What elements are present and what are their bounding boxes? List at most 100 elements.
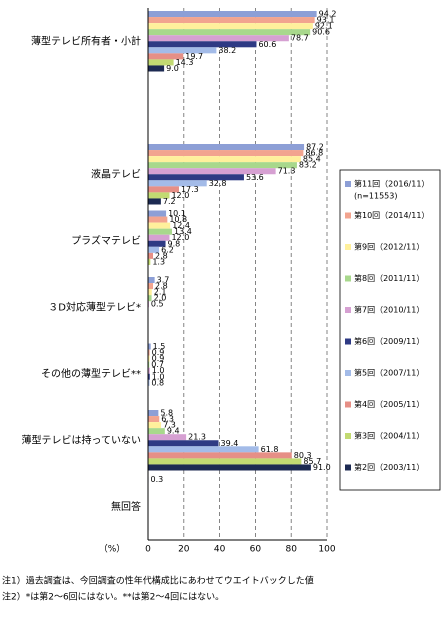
legend-marker: [345, 464, 351, 471]
value-label: 17.3: [181, 185, 199, 194]
x-tick-label: 60: [250, 545, 262, 555]
bar: [148, 186, 179, 193]
value-label: 80.3: [294, 451, 312, 460]
legend-label: 第2回（2003/11）: [354, 462, 424, 472]
bar: [148, 59, 174, 66]
bar: [148, 47, 217, 54]
value-label: 0.5: [151, 300, 164, 309]
legend-box: [339, 169, 441, 491]
bar: [148, 144, 305, 151]
x-tick-label: 0: [145, 545, 151, 555]
legend-label: 第5回（2007/11）: [354, 368, 424, 378]
category-label: 薄型テレビ所有者・小計: [31, 34, 141, 47]
x-tick-label: 100: [318, 545, 335, 555]
bar: [148, 283, 154, 290]
legend-marker: [345, 181, 351, 187]
legend-marker: [345, 244, 351, 250]
value-label: 12.0: [171, 233, 189, 242]
value-label: 60.6: [258, 40, 276, 49]
value-label: 94.2: [319, 10, 337, 19]
value-label: 1.0: [152, 372, 165, 381]
value-label: 12.4: [172, 221, 190, 230]
bar: [148, 422, 162, 429]
bar: [148, 295, 152, 302]
category-label: 薄型テレビは持っていない: [22, 433, 142, 446]
bar: [148, 343, 151, 350]
bar: [148, 174, 244, 181]
bar: [148, 180, 207, 187]
category-label: 無回答: [111, 500, 141, 513]
x-tick-label: 20: [178, 545, 190, 555]
bar: [148, 277, 155, 284]
value-label: 19.7: [185, 52, 203, 61]
bar: [148, 234, 170, 241]
value-label: 91.0: [313, 463, 331, 472]
bar: [148, 289, 152, 296]
bar: [148, 41, 257, 48]
bar: [148, 428, 165, 435]
bar: [148, 210, 167, 217]
value-label: 38.2: [218, 46, 236, 55]
value-label: 0.7: [151, 360, 164, 369]
legend-label: 第3回（2004/11）: [354, 431, 424, 441]
value-label: 1.3: [152, 257, 165, 266]
value-label: 14.3: [176, 58, 194, 67]
bar: [148, 65, 165, 72]
value-label: 1.0: [152, 366, 165, 375]
bar: [148, 452, 292, 459]
bar: [148, 216, 168, 223]
value-label: 2.8: [155, 282, 168, 291]
legend-label: 第7回（2010/11）: [354, 305, 424, 315]
bar: [148, 361, 150, 368]
legend-label: 第9回（2012/11）: [354, 242, 424, 252]
value-label: 90.6: [312, 28, 330, 37]
bar: [148, 246, 160, 253]
legend-note: (n=11553): [354, 192, 397, 201]
note: 注1）過去調査は、今回調査の性年代構成比にあわせてウエイトバックした値: [2, 575, 314, 587]
bar: [148, 228, 172, 235]
bar: [148, 440, 219, 447]
bar: [148, 258, 151, 265]
bar: [148, 168, 276, 175]
value-label: 1.5: [153, 342, 166, 351]
value-label: 13.4: [174, 227, 192, 236]
legend-marker: [345, 370, 351, 376]
bar: [148, 373, 150, 380]
bar: [148, 150, 304, 157]
bar: [148, 11, 317, 18]
bar: [148, 464, 311, 471]
bar: [148, 35, 289, 42]
legend-marker: [345, 212, 351, 219]
value-label: 3.7: [157, 276, 170, 285]
value-label: 0.9: [152, 348, 165, 357]
value-label: 9.0: [166, 64, 179, 73]
bar: [148, 240, 166, 247]
value-label: 10.8: [169, 215, 187, 224]
bar: [148, 198, 161, 205]
bar: [148, 252, 154, 259]
legend-marker: [345, 307, 351, 313]
value-label: 93.1: [317, 16, 335, 25]
bar: [148, 53, 184, 60]
bar: [148, 367, 150, 374]
value-label: 39.4: [221, 439, 239, 448]
bar: [148, 458, 302, 465]
bar: [148, 446, 259, 453]
value-label: 71.3: [278, 167, 296, 176]
bar: [148, 29, 311, 36]
bar: [148, 434, 187, 441]
legend-marker: [345, 401, 351, 408]
value-label: 6.2: [161, 245, 174, 254]
category-label: プラズマテレビ: [71, 234, 141, 247]
value-label: 83.2: [299, 161, 317, 170]
bar: [148, 379, 150, 386]
legend-label: 第10回（2014/11）: [354, 210, 429, 220]
category-label: ３D対応薄型テレビ*: [48, 300, 141, 313]
value-label: 2.1: [154, 288, 167, 297]
bar: [148, 349, 150, 356]
legend-marker: [345, 433, 351, 439]
value-label: 7.2: [163, 197, 176, 206]
bar: [148, 416, 160, 423]
category-label: その他の薄型テレビ**: [41, 367, 141, 380]
